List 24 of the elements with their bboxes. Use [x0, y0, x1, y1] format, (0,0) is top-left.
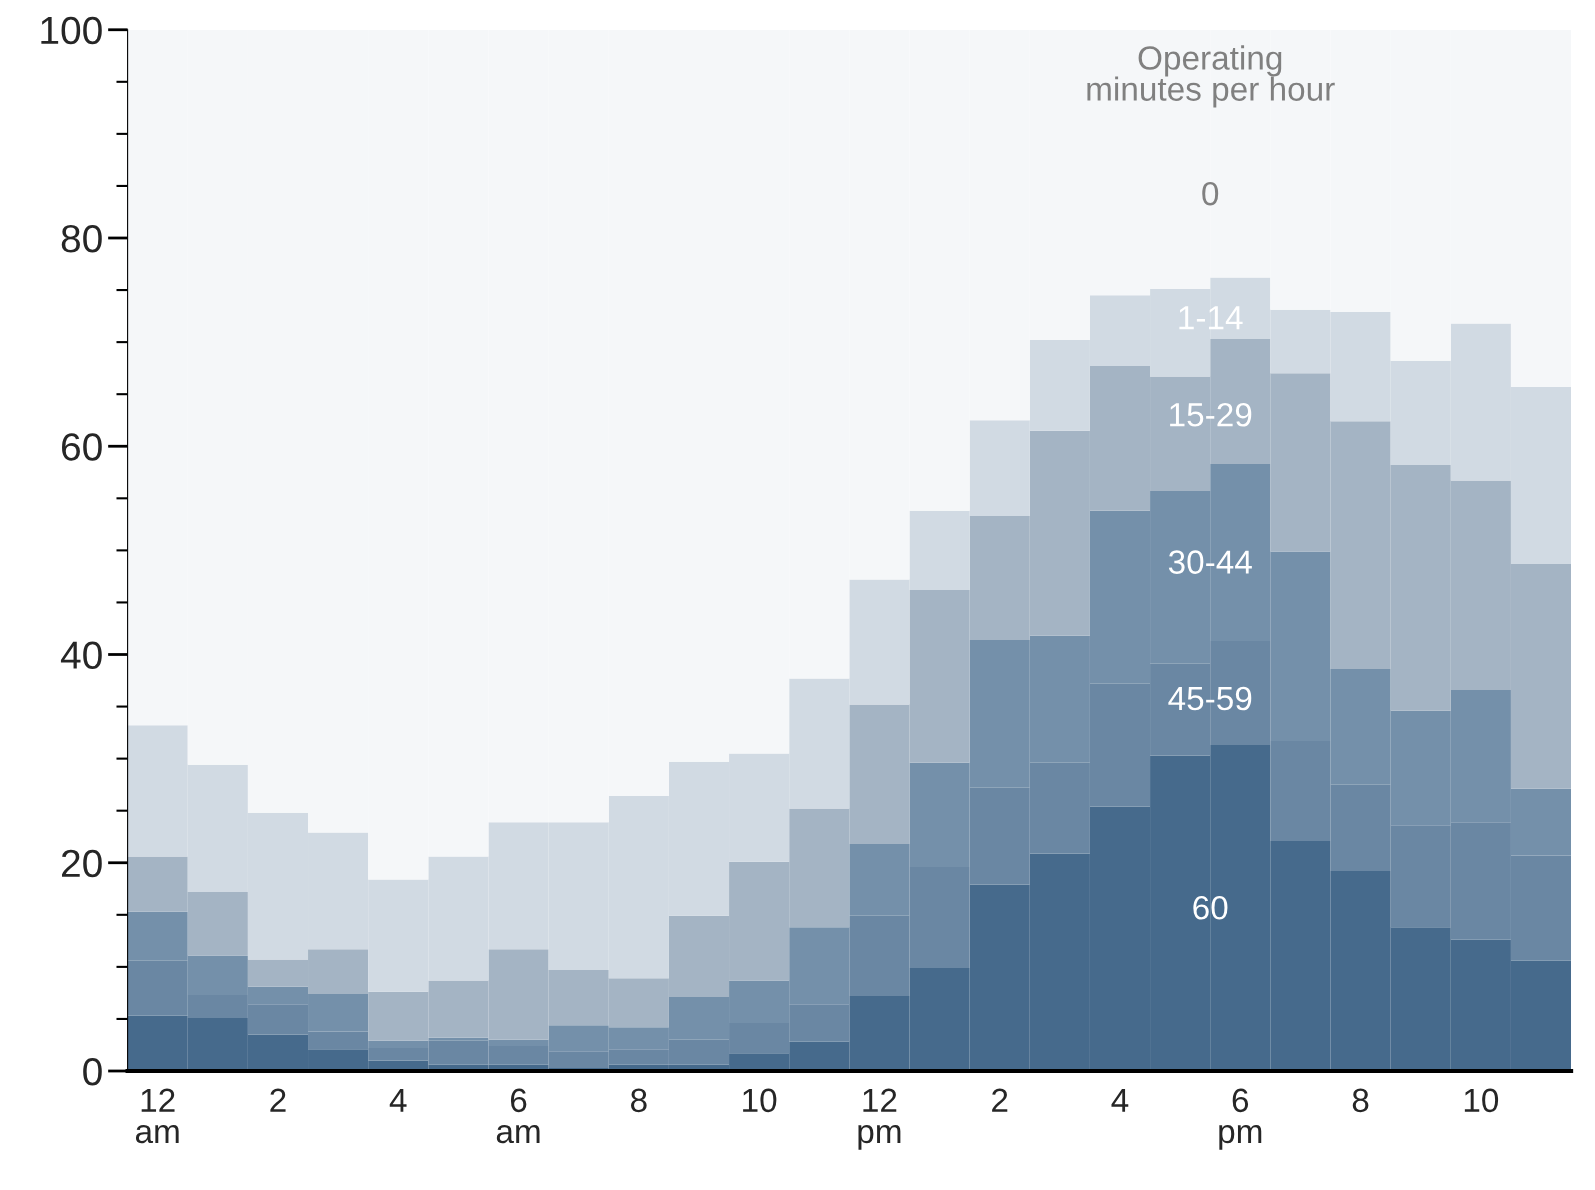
x-tick-label: 10 — [743, 1088, 777, 1113]
x-tick-label: 10 — [1464, 1088, 1499, 1113]
x-tick-label: 6 pm — [1219, 1088, 1262, 1150]
x-tick-label: 2 — [992, 1088, 1008, 1112]
y-tick-label: 60 — [62, 433, 102, 461]
y-tick-label: 80 — [61, 224, 102, 253]
series-label: 30-44 — [1168, 550, 1252, 574]
x-tick-label: 12 pm — [858, 1088, 901, 1150]
series-label: 15-29 — [1170, 402, 1252, 427]
series-label: 0 — [1202, 181, 1219, 206]
x-tick-label: 2 — [270, 1088, 286, 1112]
x-tick-label: 4 — [1111, 1088, 1129, 1112]
x-tick-label: 12 am — [135, 1088, 179, 1144]
x-tick-label: 6 am — [496, 1088, 540, 1144]
series-label: 45-59 — [1168, 686, 1252, 711]
x-tick-label: 8 — [631, 1088, 647, 1113]
series-label: 60 — [1193, 895, 1228, 920]
y-tick-label: 40 — [60, 641, 102, 669]
legend-title: Operating minutes per hour — [1087, 45, 1335, 108]
x-tick-label: 8 — [1352, 1088, 1369, 1113]
y-tick-label: 0 — [83, 1057, 102, 1086]
y-tick-label: 20 — [62, 849, 102, 878]
x-tick-label: 4 — [389, 1088, 407, 1112]
y-tick-label: 100 — [41, 16, 102, 45]
